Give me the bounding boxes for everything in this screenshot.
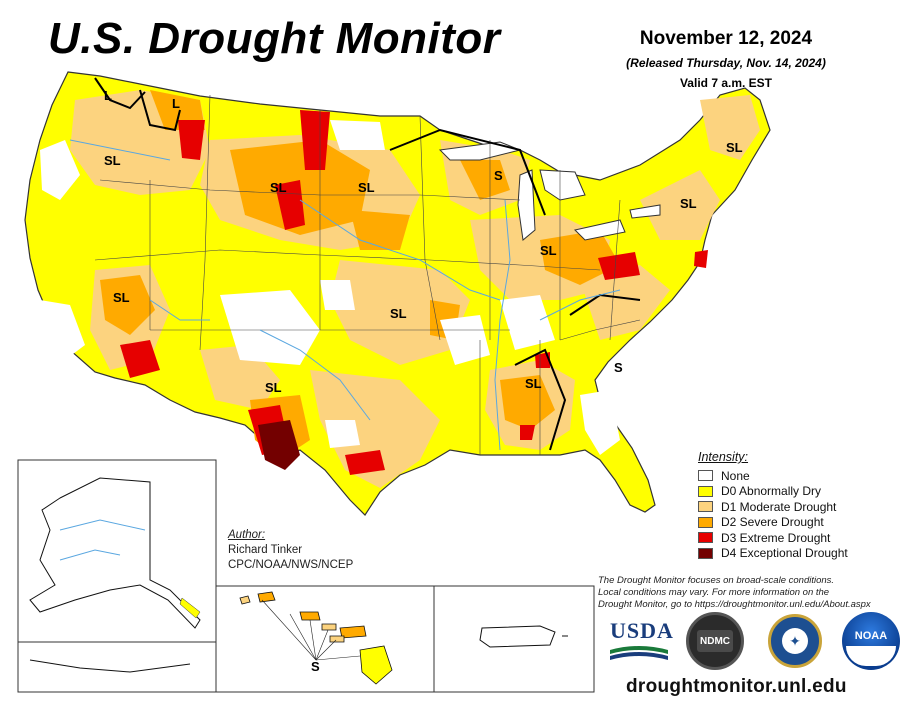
impact-label: L	[104, 88, 112, 103]
legend-label: D3 Extreme Drought	[721, 530, 831, 545]
ndmc-badge: NDMC	[697, 630, 733, 652]
legend: Intensity: None D0 Abnormally Dry D1 Mod…	[698, 450, 848, 561]
legend-label: D0 Abnormally Dry	[721, 484, 822, 499]
impact-label: SL	[525, 376, 542, 391]
d4-area-big-bend	[258, 420, 300, 470]
impact-label: SL	[113, 290, 130, 305]
puerto-rico-shape	[479, 625, 556, 648]
legend-item: D0 Abnormally Dry	[698, 484, 848, 500]
ndmc-logo-text: NDMC	[700, 635, 730, 647]
doc-seal-logo: ✦	[768, 614, 822, 668]
author-name: Richard Tinker	[228, 544, 303, 556]
release-date: (Released Thursday, Nov. 14, 2024)	[626, 56, 826, 70]
note-line: The Drought Monitor focuses on broad-sca…	[598, 575, 835, 586]
disclaimer-note: The Drought Monitor focuses on broad-sca…	[598, 575, 898, 611]
alaska-rivers	[59, 519, 146, 561]
note-line: Local conditions may vary. For more info…	[598, 587, 830, 598]
usda-logo-text: USDA	[610, 618, 674, 643]
legend-label: D2 Severe Drought	[721, 515, 824, 530]
impact-boundaries	[94, 77, 641, 451]
impact-label: SL	[390, 306, 407, 321]
state-boundaries	[94, 94, 641, 455]
aleutian-inset	[17, 641, 217, 693]
alaska-shape	[29, 477, 201, 629]
legend-label: D4 Exceptional Drought	[721, 546, 848, 561]
usda-logo: USDA	[610, 618, 674, 664]
impact-label: S	[494, 168, 503, 183]
impact-label: SL	[726, 140, 743, 155]
valid-time: Valid 7 a.m. EST	[679, 76, 773, 90]
usda-hills-icon	[610, 646, 668, 660]
legend-item: D4 Exceptional Drought	[698, 546, 848, 562]
hawaii-pointer-lines	[261, 599, 361, 661]
rivers	[69, 139, 621, 451]
ndmc-logo: NDMC	[686, 612, 744, 670]
legend-item: D1 Moderate Drought	[698, 499, 848, 515]
note-line: Drought Monitor, go to https://droughtmo…	[598, 599, 871, 610]
aleutian-islands	[29, 659, 191, 673]
impact-label: S	[311, 659, 320, 674]
legend-item: None	[698, 468, 848, 484]
noaa-logo: NOAA	[842, 612, 900, 670]
author-org: CPC/NOAA/NWS/NCEP	[228, 559, 354, 571]
none-areas	[40, 120, 620, 455]
impact-labels: SL SL SL S SL SL SL SL SL SL SL S L L	[104, 88, 743, 395]
legend-title: Intensity:	[698, 450, 749, 464]
impact-label: L	[172, 96, 180, 111]
legend-swatch	[698, 470, 713, 482]
alaska-d0	[179, 597, 201, 619]
author-heading: Author:	[228, 529, 266, 541]
website-url[interactable]: droughtmonitor.unl.edu	[626, 676, 847, 697]
legend-swatch	[698, 547, 713, 559]
noaa-logo-text: NOAA	[854, 630, 888, 642]
legend-swatch	[698, 485, 713, 497]
legend-label: D1 Moderate Drought	[721, 499, 837, 514]
legend-item: D3 Extreme Drought	[698, 530, 848, 546]
impact-label: SL	[265, 380, 282, 395]
legend-swatch	[698, 532, 713, 544]
eagle-icon: ✦	[782, 628, 808, 654]
legend-item: D2 Severe Drought	[698, 515, 848, 531]
impact-label: SL	[680, 196, 697, 211]
author-block: Author: Richard Tinker CPC/NOAA/NWS/NCEP	[228, 528, 353, 573]
legend-swatch	[698, 516, 713, 528]
impact-label: SL	[104, 153, 121, 168]
noaa-wave-icon	[846, 646, 896, 666]
impact-label: S	[614, 360, 623, 375]
hawaii-islands	[239, 591, 393, 685]
page-title: U.S. Drought Monitor	[48, 14, 501, 63]
hawaii-inset	[215, 585, 435, 693]
great-lakes	[438, 141, 661, 241]
map-date: November 12, 2024	[639, 28, 813, 49]
legend-label: None	[721, 468, 750, 483]
legend-swatch	[698, 501, 713, 513]
impact-label: SL	[358, 180, 375, 195]
impact-label: SL	[540, 243, 557, 258]
impact-label: SL	[270, 180, 287, 195]
